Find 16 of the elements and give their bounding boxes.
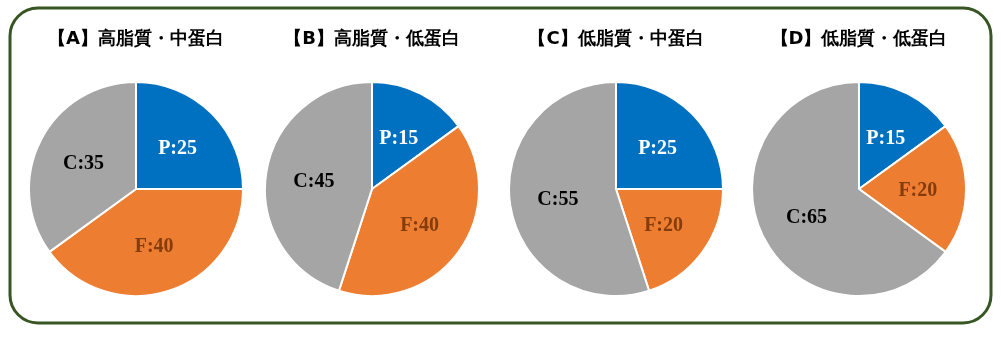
data-label: P:15 — [379, 125, 419, 148]
data-label: C:65 — [786, 204, 828, 227]
data-label: F:20 — [898, 178, 938, 200]
data-label: P:15 — [866, 125, 906, 148]
chart-title: 【B】高脂質・低蛋白 — [284, 27, 460, 48]
data-label: C:55 — [537, 187, 579, 210]
data-label: F:40 — [134, 233, 174, 256]
chart-title: 【C】低脂質・中蛋白 — [528, 27, 704, 48]
data-label: C:35 — [63, 151, 105, 174]
data-label: C:45 — [293, 168, 335, 191]
data-label: P:25 — [638, 136, 678, 159]
data-label: P:25 — [158, 136, 198, 159]
data-label: F:40 — [400, 212, 440, 235]
chart-title: 【A】高脂質・中蛋白 — [48, 27, 224, 48]
data-label: F:20 — [644, 212, 684, 235]
chart-title: 【D】低脂質・低蛋白 — [770, 27, 948, 48]
